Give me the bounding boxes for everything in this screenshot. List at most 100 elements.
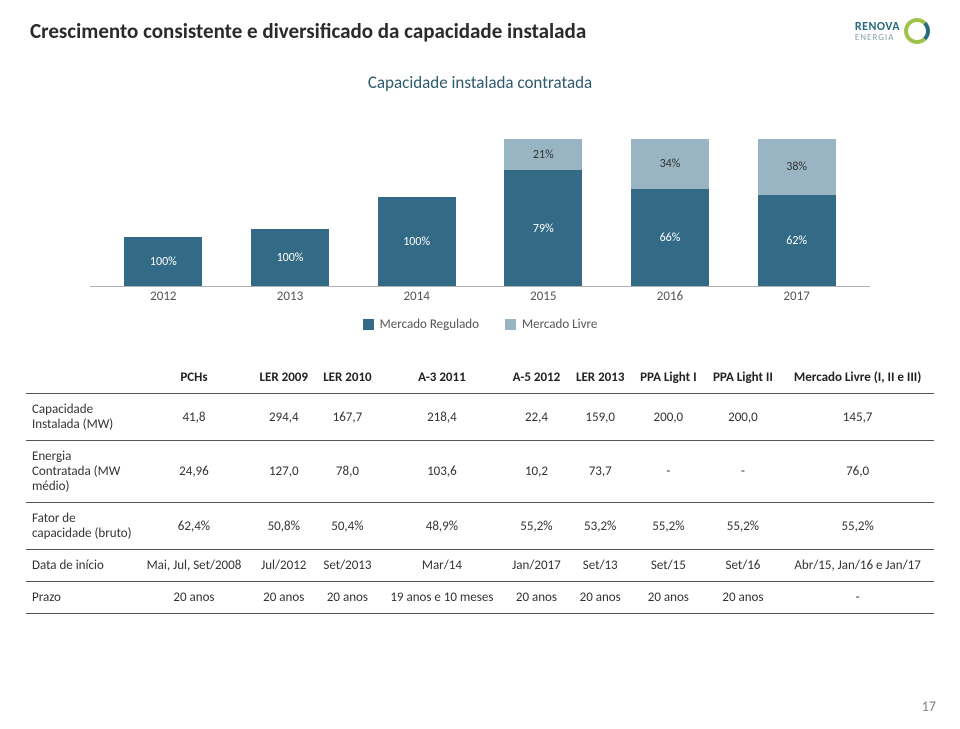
table-header: A-5 2012 <box>505 362 569 394</box>
table-cell: 10,2 <box>505 441 569 503</box>
table-header: PCHs <box>136 362 252 394</box>
table-row: Data de inícioMai, Jul, Set/2008Jul/2012… <box>26 550 934 582</box>
table-cell: 20 anos <box>568 582 632 614</box>
chart-bar: 66%34% <box>631 139 709 287</box>
logo-text-renova: RENOVA <box>855 21 900 33</box>
table-cell: Mar/14 <box>379 550 504 582</box>
table-cell: 24,96 <box>136 441 252 503</box>
table-row: Prazo20 anos20 anos20 anos19 anos e 10 m… <box>26 582 934 614</box>
table-header: LER 2009 <box>252 362 316 394</box>
table-cell: 20 anos <box>252 582 316 614</box>
logo-circle-icon <box>904 18 930 44</box>
table-cell: 55,2% <box>505 503 569 550</box>
table-cell: Mai, Jul, Set/2008 <box>136 550 252 582</box>
table-cell: Set/13 <box>568 550 632 582</box>
table-row: Energia Contratada (MW médio)24,96127,07… <box>26 441 934 503</box>
chart-axis-label: 2014 <box>378 289 456 304</box>
table-cell: 20 anos <box>705 582 782 614</box>
table-header: A-3 2011 <box>379 362 504 394</box>
chart-bar: 100% <box>378 197 456 287</box>
legend-label: Mercado Livre <box>522 317 597 332</box>
logo-text-energia: ENERGIA <box>855 33 900 42</box>
table-cell: 20 anos <box>136 582 252 614</box>
data-table: PCHsLER 2009LER 2010A-3 2011A-5 2012LER … <box>26 362 934 614</box>
table-row-label: Prazo <box>26 582 136 614</box>
chart-segment-livre: 21% <box>504 139 582 170</box>
chart-segment-livre: 38% <box>758 139 836 195</box>
table-header: PPA Light II <box>705 362 782 394</box>
table-cell: 20 anos <box>505 582 569 614</box>
table-header-blank <box>26 362 136 394</box>
table-cell: 22,4 <box>505 394 569 441</box>
table-cell: 73,7 <box>568 441 632 503</box>
brand-logo: RENOVA ENERGIA <box>855 18 930 44</box>
table-cell: 55,2% <box>705 503 782 550</box>
table-cell: Jul/2012 <box>252 550 316 582</box>
table-row: Fator de capacidade (bruto)62,4%50,8%50,… <box>26 503 934 550</box>
chart-title: Capacidade instalada contratada <box>0 72 960 93</box>
chart-axis-label: 2016 <box>631 289 709 304</box>
table-cell: 62,4% <box>136 503 252 550</box>
table-cell: - <box>705 441 782 503</box>
chart-bar: 79%21% <box>504 139 582 287</box>
table-row: Capacidade Instalada (MW)41,8294,4167,72… <box>26 394 934 441</box>
table-header: Mercado Livre (I, II e III) <box>781 362 934 394</box>
legend-label: Mercado Regulado <box>380 317 479 332</box>
table-cell: 200,0 <box>705 394 782 441</box>
table-cell: - <box>781 582 934 614</box>
table-cell: 218,4 <box>379 394 504 441</box>
chart-axis-label: 2012 <box>124 289 202 304</box>
table-cell: 48,9% <box>379 503 504 550</box>
legend-item: Mercado Livre <box>505 317 597 332</box>
table-row-label: Data de início <box>26 550 136 582</box>
table-header: LER 2010 <box>316 362 380 394</box>
table-row-label: Fator de capacidade (bruto) <box>26 503 136 550</box>
page-number: 17 <box>922 698 936 715</box>
legend-swatch-icon <box>505 319 516 330</box>
table-cell: 55,2% <box>632 503 705 550</box>
table-cell: Set/2013 <box>316 550 380 582</box>
capacity-chart: 100% 100% 100% 79%21% 66%34% 62%38% 2012 2013 2… <box>90 111 870 311</box>
chart-segment-regulado: 79% <box>504 170 582 287</box>
chart-bar: 62%38% <box>758 139 836 287</box>
table-header: PPA Light I <box>632 362 705 394</box>
chart-axis-label: 2015 <box>504 289 582 304</box>
chart-axis-label: 2013 <box>251 289 329 304</box>
table-cell: 78,0 <box>316 441 380 503</box>
table-cell: 20 anos <box>316 582 380 614</box>
chart-segment-regulado: 100% <box>251 229 329 287</box>
table-cell: Set/15 <box>632 550 705 582</box>
table-cell: 127,0 <box>252 441 316 503</box>
table-cell: 167,7 <box>316 394 380 441</box>
table-cell: 53,2% <box>568 503 632 550</box>
legend-swatch-icon <box>363 319 374 330</box>
chart-legend: Mercado Regulado Mercado Livre <box>0 317 960 332</box>
table-cell: 200,0 <box>632 394 705 441</box>
chart-segment-regulado: 62% <box>758 195 836 287</box>
table-cell: 103,6 <box>379 441 504 503</box>
table-cell: 145,7 <box>781 394 934 441</box>
table-row-label: Capacidade Instalada (MW) <box>26 394 136 441</box>
table-header: LER 2013 <box>568 362 632 394</box>
chart-segment-regulado: 100% <box>378 197 456 287</box>
legend-item: Mercado Regulado <box>363 317 479 332</box>
table-cell: - <box>632 441 705 503</box>
chart-axis-label: 2017 <box>758 289 836 304</box>
table-cell: 159,0 <box>568 394 632 441</box>
table-cell: 55,2% <box>781 503 934 550</box>
table-cell: 41,8 <box>136 394 252 441</box>
chart-bar: 100% <box>124 237 202 287</box>
chart-segment-regulado: 66% <box>631 189 709 287</box>
table-cell: 50,4% <box>316 503 380 550</box>
table-cell: 76,0 <box>781 441 934 503</box>
table-cell: 20 anos <box>632 582 705 614</box>
table-cell: Abr/15, Jan/16 e Jan/17 <box>781 550 934 582</box>
table-cell: 294,4 <box>252 394 316 441</box>
table-cell: 50,8% <box>252 503 316 550</box>
chart-baseline <box>90 286 870 287</box>
table-cell: 19 anos e 10 meses <box>379 582 504 614</box>
table-cell: Set/16 <box>705 550 782 582</box>
chart-bar: 100% <box>251 229 329 287</box>
page-title: Crescimento consistente e diversificado … <box>30 18 586 44</box>
table-cell: Jan/2017 <box>505 550 569 582</box>
